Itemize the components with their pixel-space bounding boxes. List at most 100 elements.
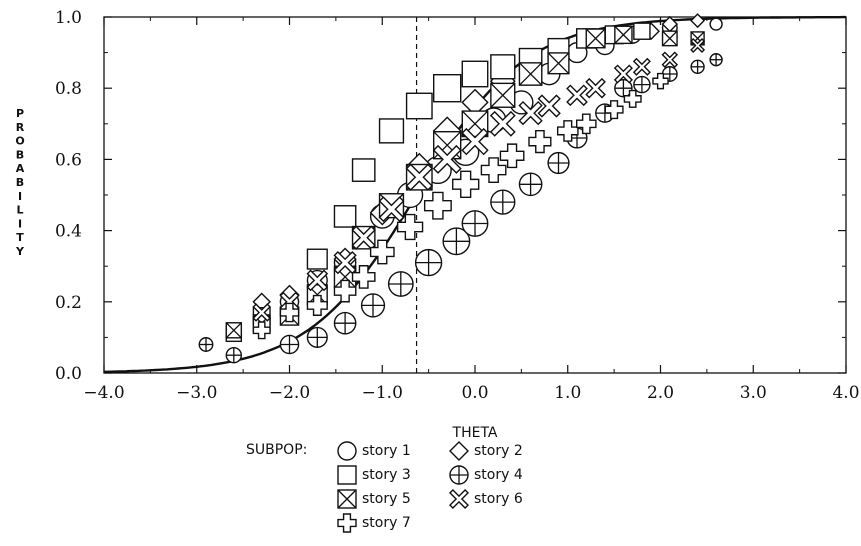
point-xcross — [537, 94, 561, 118]
point-square — [633, 22, 651, 40]
y-tick-label: 0.0 — [55, 364, 82, 384]
y-tick-label: 0.8 — [55, 79, 82, 99]
legend-marker — [337, 441, 357, 461]
legend-label: story 4 — [474, 467, 523, 483]
point-xcross — [566, 84, 588, 107]
point-circleplus — [387, 271, 414, 297]
point-plus — [396, 213, 424, 241]
point-plus — [604, 100, 624, 120]
point-xcross — [661, 51, 679, 68]
x-tick-label: −2.0 — [269, 383, 310, 403]
point-circleplus — [414, 248, 443, 277]
point-xcross — [405, 163, 434, 191]
legend-label: story 2 — [474, 443, 523, 459]
point-plus — [575, 113, 597, 135]
legend-marker — [449, 465, 469, 485]
point-circleplus — [709, 53, 723, 67]
point-plus — [556, 120, 579, 142]
point-circleplus — [518, 172, 543, 197]
point-circleplus — [198, 337, 214, 352]
point-circleplus — [360, 293, 386, 318]
point-plus — [528, 130, 552, 154]
plus-icon — [337, 513, 357, 533]
point-hourglass — [585, 28, 606, 49]
point-circleplus — [490, 189, 516, 215]
point-hourglass — [490, 82, 516, 108]
point-plus — [306, 294, 328, 316]
legend-item: story 3 — [336, 464, 411, 486]
point-circleplus — [306, 326, 328, 348]
point-xcross — [518, 100, 543, 126]
point-xcross — [333, 250, 357, 275]
point-xcross — [432, 144, 462, 174]
point-square — [333, 205, 357, 228]
point-xcross — [252, 303, 271, 322]
legend-label: story 6 — [474, 491, 523, 507]
legend-marker — [449, 489, 469, 509]
legend-label: story 7 — [362, 515, 411, 531]
point-plus — [279, 302, 300, 323]
point-xcross — [378, 196, 405, 223]
point-hourglass — [225, 322, 243, 339]
point-circleplus — [614, 78, 633, 98]
legend-item: story 2 — [448, 440, 523, 462]
point-xcross — [613, 64, 633, 84]
legend-marker — [337, 513, 357, 533]
point-square — [351, 158, 376, 182]
legend-label: story 1 — [362, 443, 411, 459]
point-circleplus — [547, 151, 570, 175]
circleplus-icon — [449, 465, 469, 485]
y-tick-label: 1.0 — [55, 8, 82, 28]
y-tick-label: 0.6 — [55, 150, 82, 170]
point-xcross — [585, 77, 606, 99]
point-plus — [423, 191, 452, 220]
legend: SUBPOP: story 1 story 2 story 3 story 4 stor… — [246, 440, 646, 544]
point-circleplus — [333, 311, 357, 335]
square-icon — [337, 465, 357, 485]
y-tick-label: 0.4 — [55, 222, 82, 242]
point-xcross — [351, 225, 376, 250]
point-circleplus — [461, 210, 489, 237]
legend-item: story 4 — [448, 464, 523, 486]
x-tick-label: 3.0 — [740, 383, 767, 403]
point-hourglass — [614, 25, 633, 45]
circle-icon — [337, 441, 357, 461]
y-tick-label: 0.2 — [55, 293, 82, 313]
x-tick-label: −3.0 — [176, 383, 217, 403]
point-plus — [623, 89, 642, 108]
xcross-icon — [449, 489, 469, 509]
point-hourglass — [518, 62, 543, 86]
point-circleplus — [442, 227, 471, 256]
point-circleplus — [225, 346, 243, 364]
legend-item: story 5 — [336, 488, 411, 510]
point-plus — [333, 279, 357, 303]
point-circleplus — [633, 75, 651, 94]
point-xcross — [632, 57, 651, 76]
point-plus — [480, 157, 507, 184]
legend-item: story 7 — [336, 512, 411, 534]
legend-marker — [449, 441, 469, 461]
legend-title: SUBPOP: — [246, 442, 308, 458]
point-circle — [709, 17, 723, 31]
point-hourglass — [661, 30, 678, 47]
legend-item: story 6 — [448, 488, 523, 510]
point-plus — [452, 170, 480, 198]
point-square — [306, 248, 328, 270]
legend-marker — [337, 489, 357, 509]
point-xcross — [690, 38, 706, 53]
point-xcross — [279, 291, 300, 312]
point-square — [405, 92, 433, 120]
x-tick-label: 1.0 — [554, 383, 581, 403]
point-hourglass — [547, 52, 570, 75]
legend-label: story 3 — [362, 467, 411, 483]
point-square — [461, 60, 489, 88]
x-tick-label: 0.0 — [461, 383, 488, 403]
x-tick-label: 4.0 — [832, 383, 859, 403]
point-xcross — [461, 127, 489, 156]
point-plus — [369, 239, 395, 265]
point-xcross — [306, 269, 329, 292]
point-diamond — [690, 13, 706, 29]
diamond-icon — [449, 441, 469, 461]
